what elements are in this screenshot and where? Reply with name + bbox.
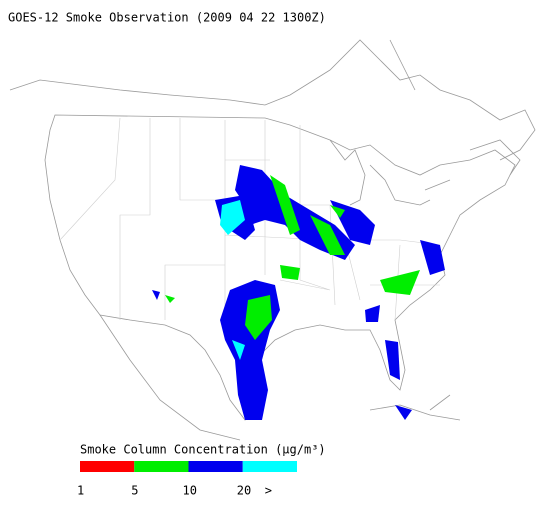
map-title: GOES-12 Smoke Observation (2009 04 22 13… xyxy=(8,11,326,25)
colorbar-segment xyxy=(188,461,243,472)
colorbar-segment xyxy=(242,461,297,472)
colorbar-segment xyxy=(80,461,135,472)
colorbar-segment xyxy=(134,461,189,472)
colorbar-label: 20 xyxy=(237,484,251,498)
colorbar-label: 10 xyxy=(183,484,197,498)
smoke-plumes xyxy=(152,165,445,420)
base-map xyxy=(9,39,536,441)
colorbar-label: 1 xyxy=(77,484,84,498)
legend-title: Smoke Column Concentration (μg/m³) xyxy=(80,443,326,457)
colorbar-label: > xyxy=(265,484,272,498)
colorbar: 1 5 10 20 > xyxy=(77,461,297,498)
colorbar-label: 5 xyxy=(131,484,138,498)
